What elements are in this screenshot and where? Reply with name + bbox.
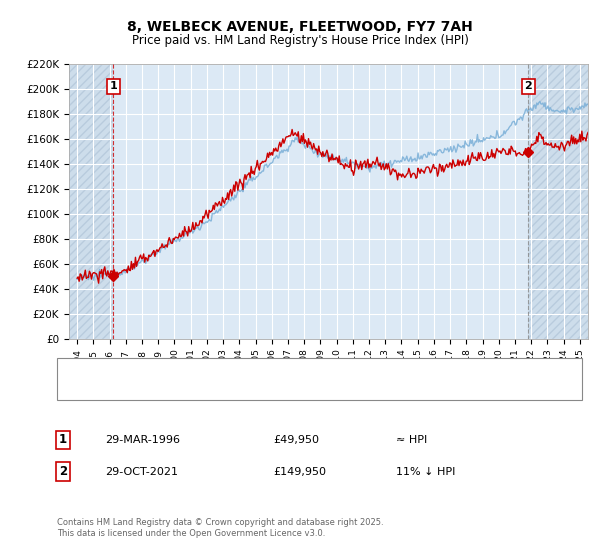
Text: 29-OCT-2021: 29-OCT-2021 bbox=[105, 466, 178, 477]
Text: £149,950: £149,950 bbox=[273, 466, 326, 477]
Text: 11% ↓ HPI: 11% ↓ HPI bbox=[396, 466, 455, 477]
Text: 2: 2 bbox=[59, 465, 67, 478]
Text: 29-MAR-1996: 29-MAR-1996 bbox=[105, 435, 180, 445]
Text: Contains HM Land Registry data © Crown copyright and database right 2025.
This d: Contains HM Land Registry data © Crown c… bbox=[57, 518, 383, 538]
Text: £49,950: £49,950 bbox=[273, 435, 319, 445]
Text: ≈ HPI: ≈ HPI bbox=[396, 435, 427, 445]
Text: 1: 1 bbox=[59, 433, 67, 446]
Text: Price paid vs. HM Land Registry's House Price Index (HPI): Price paid vs. HM Land Registry's House … bbox=[131, 34, 469, 46]
Text: HPI: Average price, semi-detached house, Wyre: HPI: Average price, semi-detached house,… bbox=[86, 384, 323, 394]
Text: 1: 1 bbox=[110, 81, 118, 91]
Bar bbox=[529, 64, 588, 339]
Bar bbox=[69, 64, 113, 339]
Text: 2: 2 bbox=[524, 81, 532, 91]
Text: 8, WELBECK AVENUE, FLEETWOOD, FY7 7AH: 8, WELBECK AVENUE, FLEETWOOD, FY7 7AH bbox=[127, 20, 473, 34]
Text: 8, WELBECK AVENUE, FLEETWOOD, FY7 7AH (semi-detached house): 8, WELBECK AVENUE, FLEETWOOD, FY7 7AH (s… bbox=[86, 365, 426, 375]
